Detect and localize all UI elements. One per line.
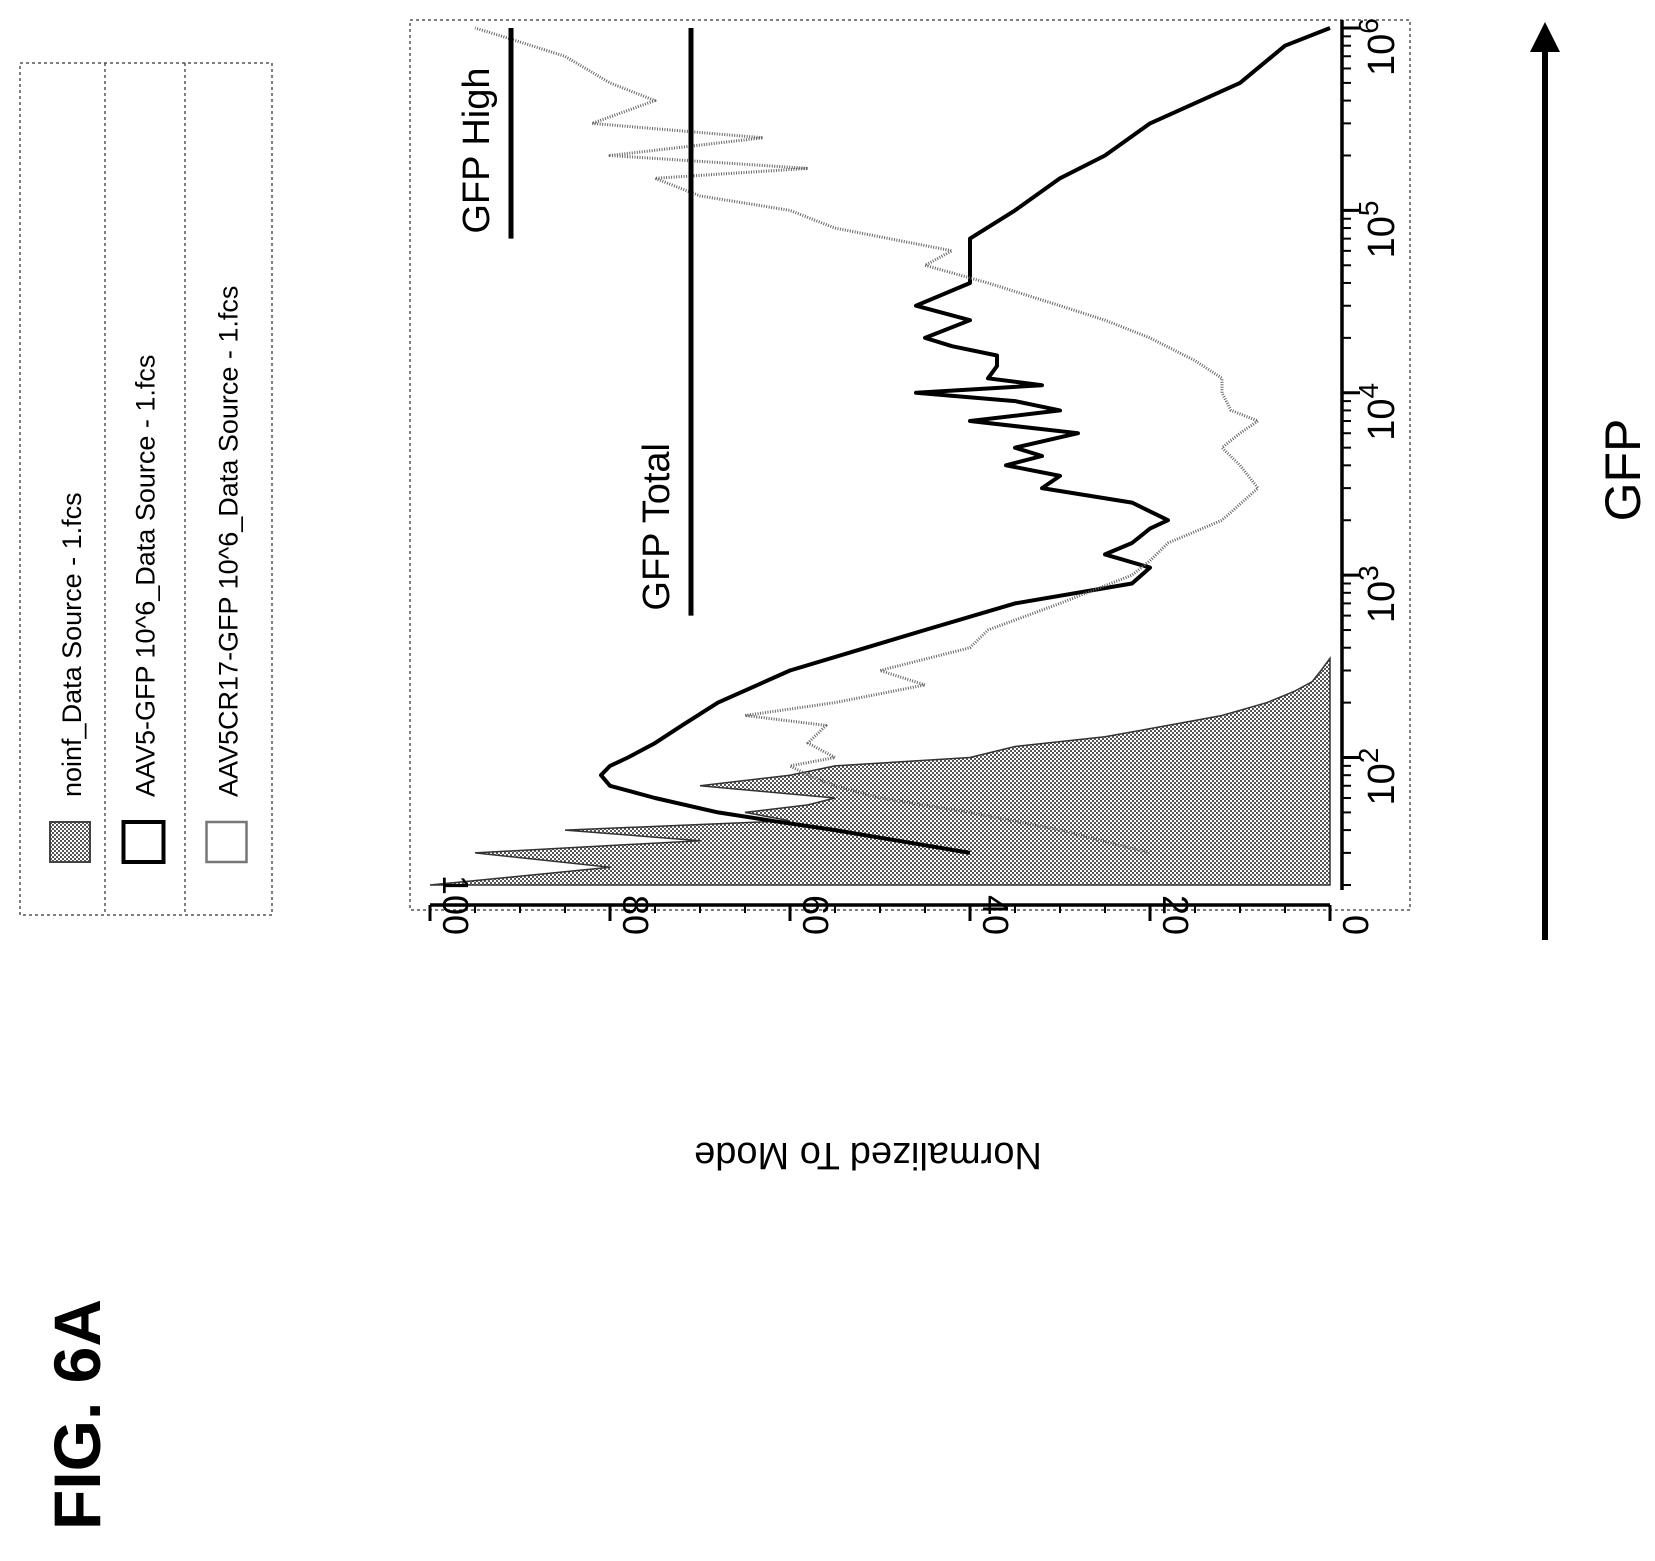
- gfp-high-label: GFP High: [456, 67, 498, 233]
- gfp-total-label: GFP Total: [636, 443, 678, 611]
- legend-label-1: noinf_Data Source - 1.fcs: [57, 492, 87, 797]
- y-tick-label: 100: [435, 875, 476, 935]
- x-tick-base: 10: [1361, 34, 1403, 76]
- legend: noinf_Data Source - 1.fcs AAV5-GFP 10^6_D…: [19, 62, 273, 916]
- series-aav5-gfp-line: [599, 26, 1331, 855]
- x-tick-exponent: 6: [1353, 18, 1384, 34]
- figure-label: FIG. 6A: [40, 1299, 114, 1530]
- legend-label-2: AAV5-GFP 10^6_Data Source - 1.fcs: [131, 355, 161, 797]
- legend-swatch-3: [205, 820, 248, 864]
- y-tick-label: 60: [795, 895, 836, 935]
- x-tick-label: 102: [1353, 748, 1403, 806]
- x-tick-base: 10: [1361, 398, 1403, 440]
- x-axis-label: GFP: [1595, 419, 1651, 522]
- x-tick-exponent: 2: [1353, 748, 1384, 764]
- plot-area: GFP High GFP Total: [409, 19, 1411, 911]
- series-aav5cr17-gfp-line: [474, 26, 1260, 855]
- legend-swatch-2: [121, 820, 166, 864]
- y-tick-label: 40: [975, 895, 1016, 935]
- y-tick-label: 20: [1155, 895, 1196, 935]
- legend-label-3: AAV5CR17-GFP 10^6_Data Source - 1.fcs: [214, 286, 244, 797]
- plot-frame: [409, 19, 1411, 911]
- legend-frame: [19, 62, 273, 916]
- x-tick-label: 103: [1353, 565, 1403, 623]
- x-tick-base: 10: [1361, 581, 1403, 623]
- x-tick-base: 10: [1361, 216, 1403, 258]
- x-tick-label: 105: [1353, 201, 1403, 259]
- x-tick-label: 106: [1353, 18, 1403, 76]
- x-tick-exponent: 4: [1353, 383, 1384, 399]
- y-tick-label: 80: [615, 895, 656, 935]
- y-axis-label: Normalized To Mode: [694, 1134, 1042, 1176]
- x-tick-exponent: 5: [1353, 201, 1384, 217]
- x-tick-exponent: 3: [1353, 565, 1384, 581]
- x-tick-label: 104: [1353, 383, 1403, 441]
- x-tick-base: 10: [1361, 763, 1403, 805]
- y-tick-label: 0: [1335, 915, 1376, 935]
- gfp-arrow: [1530, 22, 1560, 940]
- legend-swatch-1: [49, 821, 91, 863]
- series-noinf-area: [429, 656, 1331, 886]
